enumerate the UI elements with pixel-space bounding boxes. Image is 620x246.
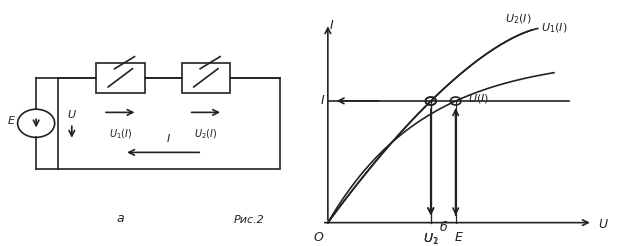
- Text: U: U: [68, 110, 76, 120]
- FancyBboxPatch shape: [182, 63, 230, 93]
- Text: $U_1(I)$: $U_1(I)$: [108, 127, 132, 141]
- Text: $U_2$: $U_2$: [423, 231, 439, 246]
- Text: U: U: [599, 218, 608, 231]
- Text: $U(I)$: $U(I)$: [467, 92, 489, 105]
- Text: Рис.2: Рис.2: [233, 215, 264, 225]
- Text: I: I: [329, 19, 333, 32]
- FancyBboxPatch shape: [96, 63, 144, 93]
- Text: б: б: [440, 221, 448, 234]
- Text: $U_1(I)$: $U_1(I)$: [541, 22, 567, 35]
- Text: $U_1$: $U_1$: [423, 231, 439, 246]
- Text: E: E: [8, 116, 15, 126]
- Text: a: a: [117, 212, 124, 225]
- Text: $U_2(I)$: $U_2(I)$: [194, 127, 218, 141]
- Text: O: O: [314, 231, 324, 245]
- Text: I: I: [321, 94, 325, 107]
- FancyBboxPatch shape: [58, 78, 280, 169]
- Text: E: E: [454, 231, 463, 245]
- Text: $I$: $I$: [166, 132, 171, 144]
- Text: $U_2(I)$: $U_2(I)$: [505, 13, 531, 27]
